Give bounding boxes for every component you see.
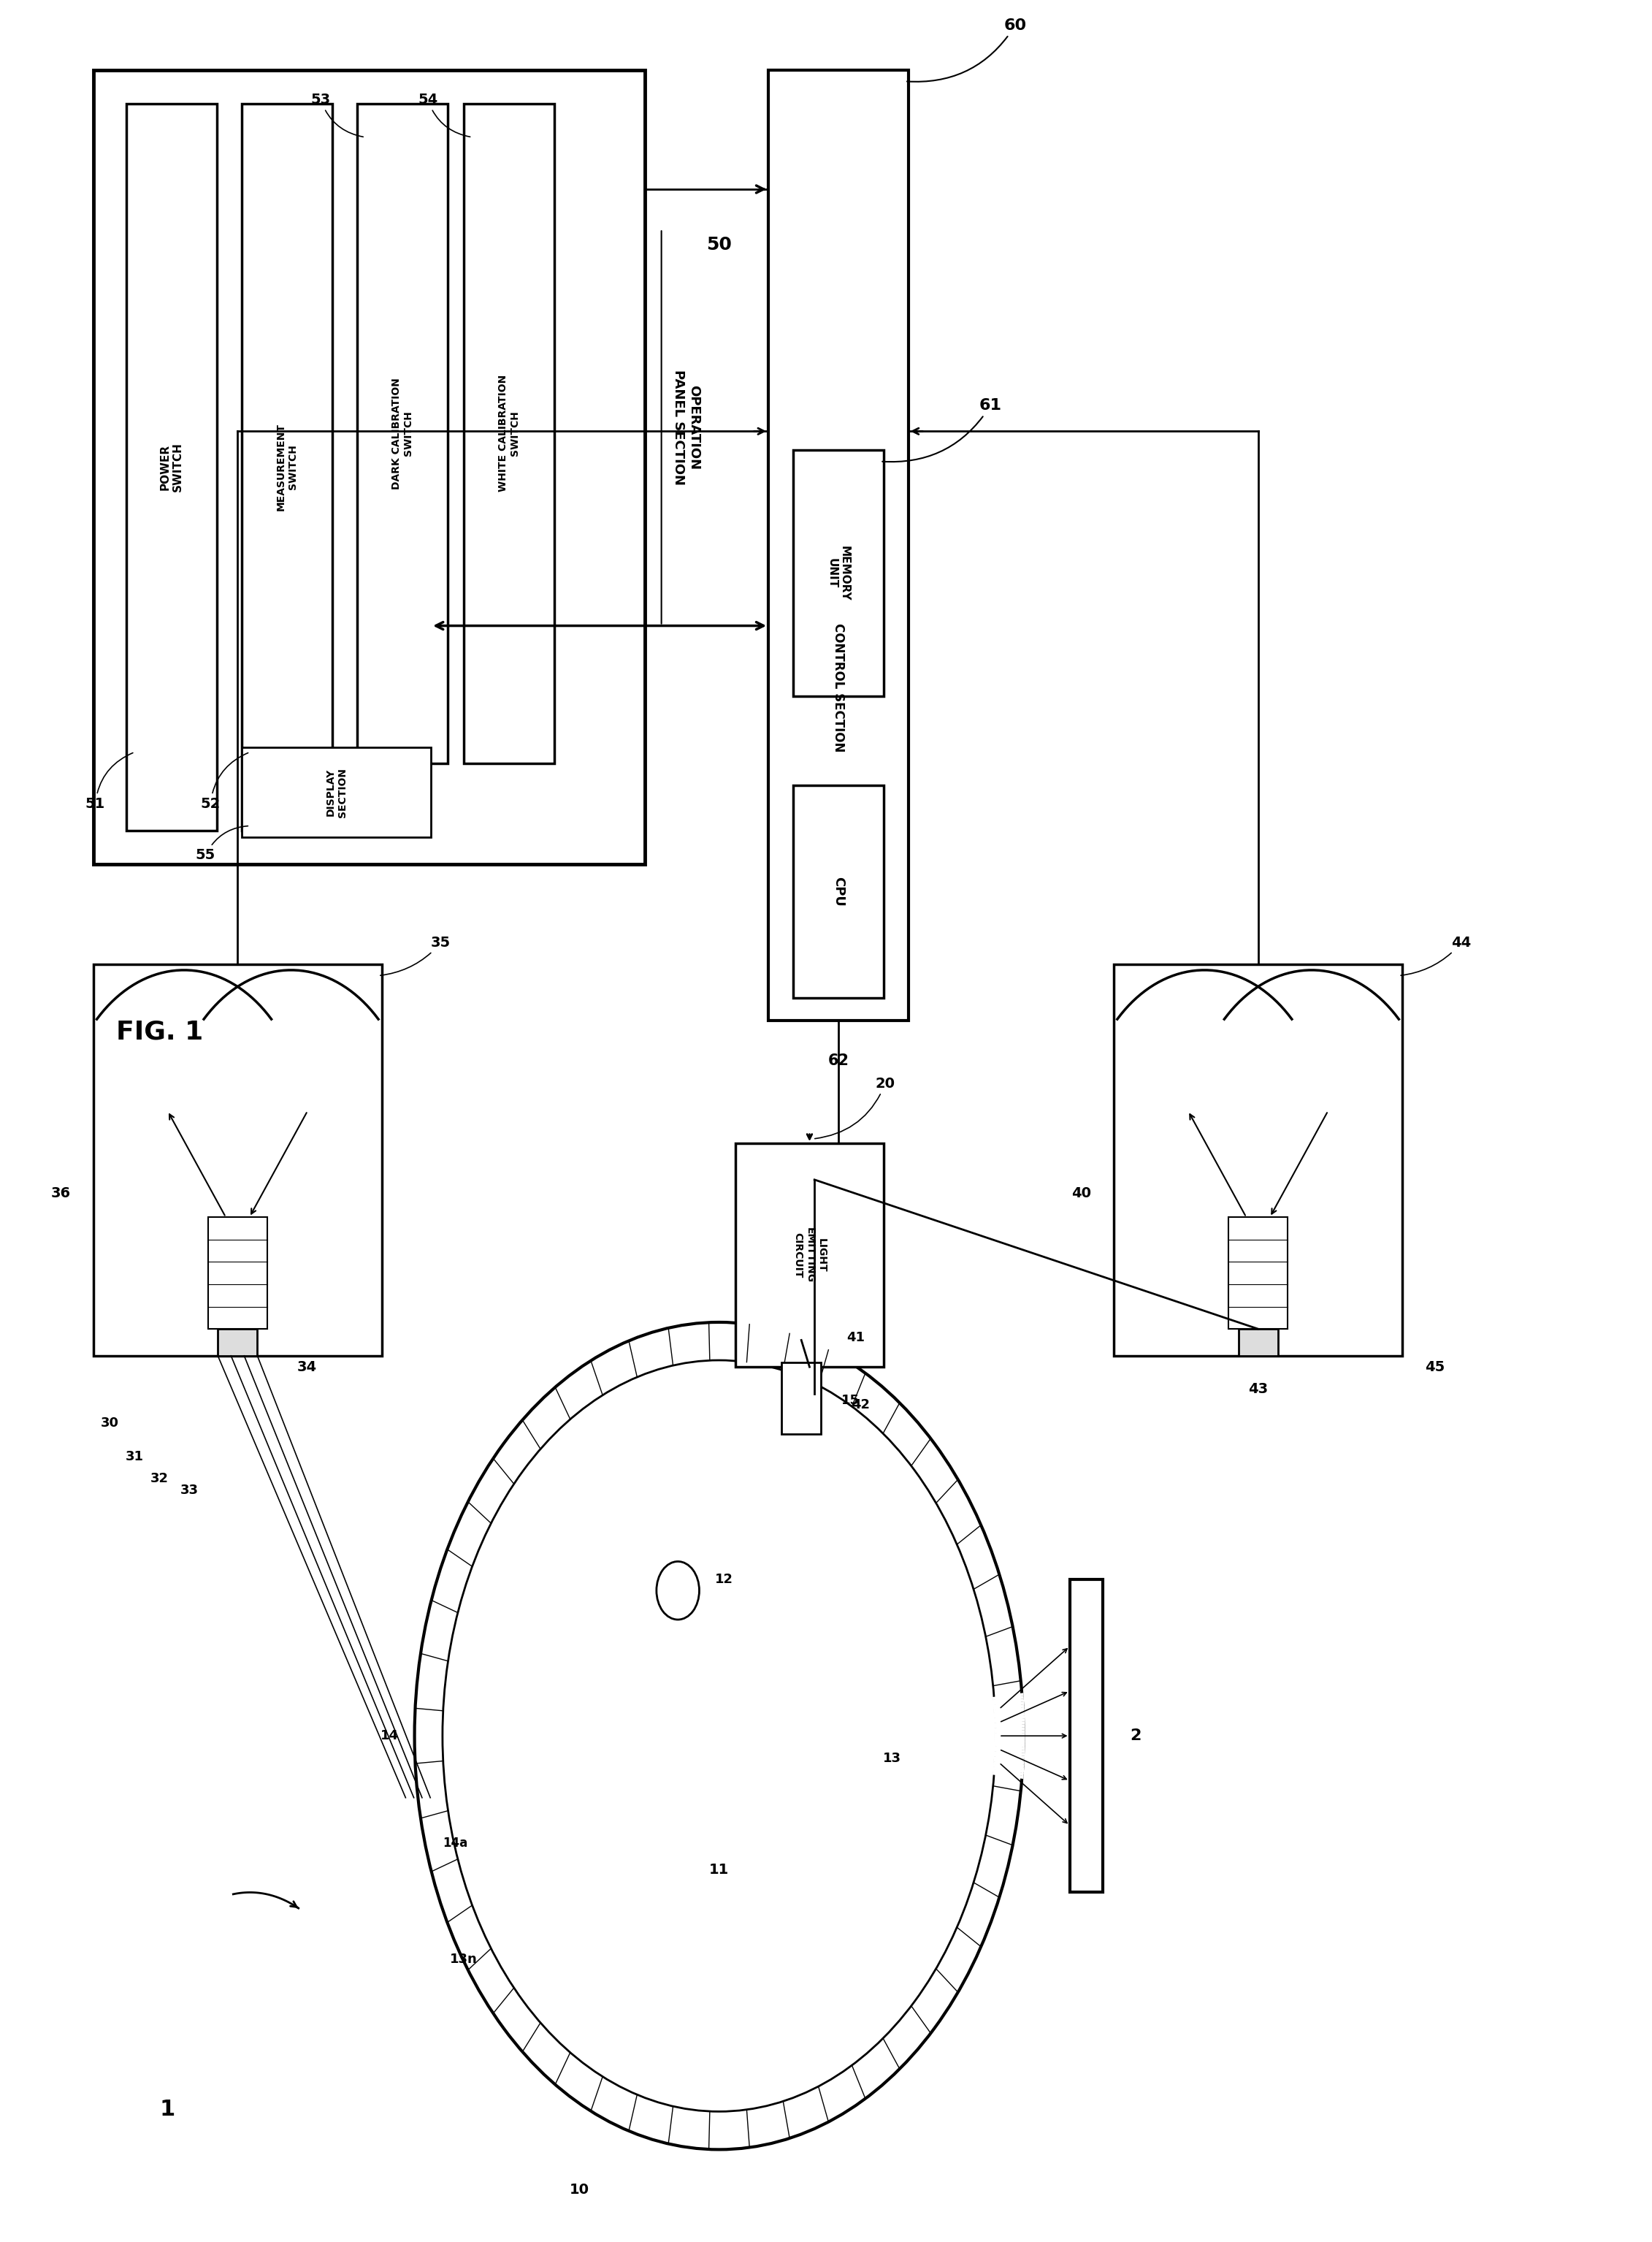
- Text: 14a: 14a: [443, 1836, 468, 1850]
- Text: 13n: 13n: [449, 1953, 477, 1966]
- Bar: [357, 103, 448, 762]
- Text: 51: 51: [86, 753, 132, 812]
- Text: 31: 31: [126, 1451, 144, 1464]
- Text: DISPLAY
SECTION: DISPLAY SECTION: [325, 767, 347, 816]
- Text: 14: 14: [380, 1729, 398, 1742]
- Bar: [735, 1143, 884, 1368]
- Bar: [464, 103, 555, 762]
- Bar: [781, 1363, 821, 1435]
- Bar: [241, 103, 332, 830]
- Bar: [94, 964, 382, 1356]
- Text: LIGHT
EMITTING
CIRCUIT: LIGHT EMITTING CIRCUIT: [793, 1226, 826, 1282]
- Text: CPU: CPU: [831, 877, 844, 906]
- Text: 1: 1: [160, 2099, 175, 2121]
- Text: 44: 44: [1401, 935, 1472, 975]
- Bar: [768, 70, 909, 1020]
- Text: 20: 20: [814, 1076, 895, 1139]
- Text: WHITE CALIBRATION
SWITCH: WHITE CALIBRATION SWITCH: [499, 374, 520, 491]
- Text: 41: 41: [846, 1332, 864, 1345]
- Bar: [218, 1330, 258, 1356]
- Text: 50: 50: [707, 235, 732, 253]
- Text: 2: 2: [1130, 1729, 1142, 1744]
- Bar: [94, 70, 644, 863]
- Text: 11: 11: [709, 1863, 729, 1877]
- Text: 35: 35: [380, 935, 451, 975]
- Text: FIG. 1: FIG. 1: [116, 1020, 203, 1045]
- Text: 33: 33: [180, 1484, 198, 1495]
- Text: 61: 61: [882, 399, 1001, 462]
- Bar: [793, 451, 884, 697]
- Text: DARK CALIBRATION
SWITCH: DARK CALIBRATION SWITCH: [392, 377, 413, 489]
- Bar: [1113, 964, 1403, 1356]
- Text: 60: 60: [907, 18, 1026, 81]
- Bar: [241, 747, 431, 836]
- Text: 52: 52: [200, 753, 248, 812]
- Text: 15: 15: [841, 1395, 859, 1408]
- Text: 45: 45: [1426, 1361, 1446, 1374]
- Text: 30: 30: [101, 1417, 119, 1430]
- Text: 54: 54: [418, 92, 471, 137]
- Text: 12: 12: [715, 1574, 733, 1585]
- Bar: [1229, 1217, 1287, 1330]
- Text: 55: 55: [195, 825, 248, 863]
- Text: MEMORY
UNIT: MEMORY UNIT: [826, 545, 851, 601]
- Text: 10: 10: [570, 2184, 590, 2197]
- Text: 40: 40: [1070, 1186, 1090, 1202]
- Bar: [127, 103, 216, 830]
- Text: CONTROL SECTION: CONTROL SECTION: [831, 623, 844, 753]
- Text: 53: 53: [311, 92, 363, 137]
- Text: 43: 43: [1249, 1383, 1269, 1397]
- Text: 42: 42: [851, 1399, 869, 1412]
- Bar: [793, 785, 884, 998]
- Text: 62: 62: [828, 1054, 849, 1067]
- Bar: [1239, 1330, 1277, 1356]
- Text: 13: 13: [882, 1751, 900, 1764]
- Text: 34: 34: [297, 1361, 317, 1374]
- Text: OPERATION
PANEL SECTION: OPERATION PANEL SECTION: [672, 370, 700, 484]
- Bar: [1069, 1578, 1102, 1892]
- Bar: [208, 1217, 268, 1330]
- Text: POWER
SWITCH: POWER SWITCH: [160, 442, 183, 491]
- Text: 32: 32: [150, 1473, 169, 1484]
- Text: MEASUREMENT
SWITCH: MEASUREMENT SWITCH: [276, 424, 297, 511]
- Text: 36: 36: [51, 1186, 71, 1202]
